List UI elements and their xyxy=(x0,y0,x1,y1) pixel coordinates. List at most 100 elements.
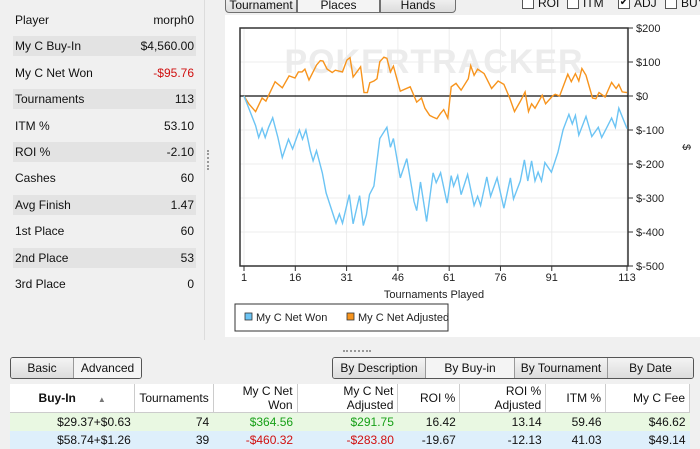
y-tick-label: $-400 xyxy=(636,227,664,239)
checkbox-label: ADJ xyxy=(634,0,657,10)
table-cell: 59.46 xyxy=(571,414,602,429)
by-buyin-button[interactable]: By Buy-in xyxy=(425,358,514,378)
results-table: Buy-In ▲ Tournaments My C Net Won My C Net A… xyxy=(10,384,690,449)
vertical-splitter[interactable] xyxy=(207,150,210,170)
x-tick-label: 91 xyxy=(546,272,558,284)
chart-panel: POKERTRACKER 1 16 31 46 61 76 91 113 $200 $100 $0 $-… xyxy=(225,15,700,337)
tab-places[interactable]: Places xyxy=(297,0,380,13)
checkbox-box[interactable] xyxy=(665,0,677,9)
by-date-button[interactable]: By Date xyxy=(607,358,693,378)
table-cell: 74 xyxy=(195,414,210,429)
stat-value: 53.10 xyxy=(163,118,194,133)
plot-frame xyxy=(239,27,629,267)
stat-row: ROI % -2.10 xyxy=(13,142,196,162)
y-tick-label: $-300 xyxy=(636,193,664,205)
table-cell: -$283.80 xyxy=(346,432,394,447)
stat-row: 3rd Place 0 xyxy=(13,274,196,294)
table-cell: $291.75 xyxy=(350,414,394,429)
checkbox-label: ITM xyxy=(583,0,604,10)
legend-swatch xyxy=(244,312,253,321)
column-header[interactable]: My C Fee xyxy=(605,384,690,413)
stat-row: 1st Place 60 xyxy=(13,221,196,241)
table-cell: $29.37+$0.63 xyxy=(57,414,131,429)
column-header[interactable]: ROI % Adjusted xyxy=(459,384,547,413)
buy-checkbox[interactable]: BUY xyxy=(665,0,700,10)
roi-checkbox[interactable]: ROI xyxy=(522,0,559,10)
basic-button[interactable]: Basic xyxy=(11,358,73,378)
stat-label: Avg Finish xyxy=(15,197,71,212)
sort-ascending-icon[interactable]: ▲ xyxy=(97,395,106,404)
checkbox-label: BUY xyxy=(681,0,700,10)
y-tick-label: $-500 xyxy=(636,261,664,273)
stat-label: Cashes xyxy=(15,171,56,186)
stat-value: 113 xyxy=(174,92,194,107)
table-cell: 13.14 xyxy=(511,414,542,429)
table-cell: -12.13 xyxy=(507,432,542,447)
stat-row: ITM % 53.10 xyxy=(13,116,196,136)
checkbox-box[interactable] xyxy=(567,0,579,9)
x-tick-label: 61 xyxy=(443,272,455,284)
x-tick-label: 1 xyxy=(241,272,247,284)
x-axis-label: Tournaments Played xyxy=(384,289,484,301)
horizontal-splitter[interactable] xyxy=(343,350,371,352)
stat-value: 60 xyxy=(180,224,194,239)
stat-value: -2.10 xyxy=(166,145,194,159)
group-by-toggle: By Description By Buy-in By Tournament B… xyxy=(332,357,694,379)
x-tick-label: 113 xyxy=(618,272,636,284)
column-header[interactable]: ITM % xyxy=(545,384,607,413)
tab-tournament[interactable]: Tournament xyxy=(225,0,297,13)
column-header[interactable]: My C Net Adjusted xyxy=(297,384,399,413)
x-tick-label: 16 xyxy=(289,272,301,284)
stat-label: 1st Place xyxy=(15,224,65,239)
stat-label: 3rd Place xyxy=(15,277,66,291)
table-row[interactable]: $29.37+$0.63 74 $364.56 $291.75 16.42 13.14 59… xyxy=(10,412,690,431)
table-cell: 41.03 xyxy=(571,432,602,447)
tab-hands[interactable]: Hands xyxy=(380,0,456,13)
legend-label: My C Net Won xyxy=(256,312,327,324)
table-header: Buy-In ▲ Tournaments My C Net Won My C Net A… xyxy=(10,384,690,413)
by-description-button[interactable]: By Description xyxy=(333,358,425,378)
table-cell: $49.14 xyxy=(648,432,686,447)
itm-checkbox[interactable]: ITM xyxy=(567,0,604,10)
stat-value: -$95.76 xyxy=(153,65,194,80)
stat-row: My C Buy-In $4,560.00 xyxy=(13,36,196,57)
column-label: Buy-In xyxy=(38,391,76,405)
top-tabs: Tournament Places Hands xyxy=(225,0,456,13)
legend-swatch xyxy=(346,312,355,321)
stat-value: morph0 xyxy=(153,13,194,27)
stat-label: My C Net Won xyxy=(15,65,93,80)
stat-label: Tournaments xyxy=(15,92,85,107)
stat-value: 1.47 xyxy=(170,197,194,212)
series-line-net-adjusted xyxy=(243,56,628,121)
checkbox-box[interactable] xyxy=(522,0,534,9)
column-header[interactable]: ROI % xyxy=(397,384,461,413)
advanced-button[interactable]: Advanced xyxy=(73,358,141,378)
stat-label: 2nd Place xyxy=(15,250,69,265)
checkmark-icon[interactable]: ✔ xyxy=(618,0,630,9)
stat-value: 0 xyxy=(187,277,194,291)
adj-checkbox[interactable]: ✔ ADJ xyxy=(618,0,657,10)
stat-label: ROI % xyxy=(15,145,51,159)
column-header[interactable]: My C Net Won xyxy=(213,384,298,413)
legend-label: My C Net Adjusted xyxy=(358,312,449,324)
table-row[interactable]: $58.74+$1.26 39 -$460.32 -$283.80 -19.67 -12.… xyxy=(10,430,690,449)
x-tick-label: 46 xyxy=(392,272,404,284)
table-cell: 39 xyxy=(195,432,210,447)
column-header[interactable]: Tournaments xyxy=(134,384,214,413)
table-cell: $58.74+$1.26 xyxy=(57,432,131,447)
legend-box xyxy=(234,303,449,332)
y-tick-label: $0 xyxy=(636,91,648,103)
y-tick-label: $-200 xyxy=(636,159,664,171)
by-tournament-button[interactable]: By Tournament xyxy=(514,358,607,378)
table-cell: -19.67 xyxy=(421,432,456,447)
table-cell: -$460.32 xyxy=(245,432,294,447)
view-toggle: Basic Advanced xyxy=(10,357,142,379)
stat-row: Cashes 60 xyxy=(13,168,196,188)
column-header[interactable]: Buy-In ▲ xyxy=(10,384,136,413)
stat-row: My C Net Won -$95.76 xyxy=(13,63,196,83)
y-axis-label: $ xyxy=(680,144,692,150)
stat-label: Player xyxy=(15,13,50,27)
stat-row: Player morph0 xyxy=(13,10,196,30)
stat-label: ITM % xyxy=(15,118,50,133)
